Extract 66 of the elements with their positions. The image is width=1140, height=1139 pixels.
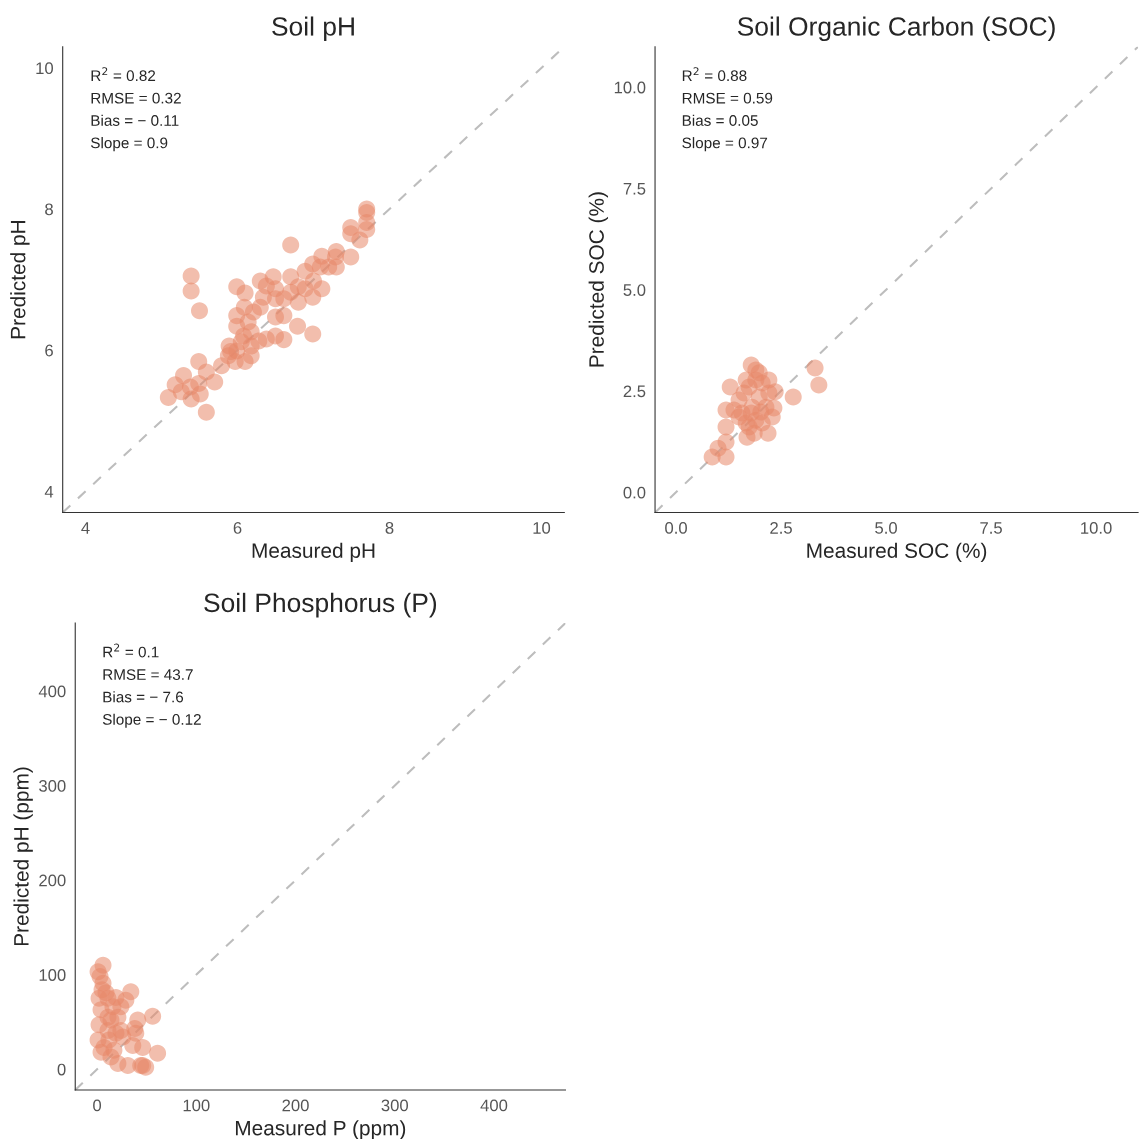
x-tick-label: 0 (93, 1099, 102, 1112)
y-tick-label: 7.5 (623, 183, 646, 195)
point (134, 1038, 152, 1056)
x-axis-title: Measured SOC (%) (807, 542, 987, 563)
x-axis-title: Measured pH (252, 542, 375, 563)
y-tick-label: 10 (36, 62, 54, 75)
point (760, 384, 778, 402)
annotation: RMSE = 0.59 (682, 92, 773, 104)
point (95, 1038, 113, 1056)
y-tick-label: 2.5 (623, 385, 646, 398)
point (752, 403, 770, 421)
point (721, 378, 739, 396)
annotation: RMSE = 0.32 (91, 92, 181, 104)
y-tick-label: 8 (45, 203, 53, 216)
point (806, 359, 824, 377)
y-axis-title: Predicted pH (ppm) (13, 767, 33, 946)
annotation: R$^{2}$ = 0.82 (91, 67, 156, 82)
y-tick-label: 0.0 (623, 486, 646, 499)
point (717, 433, 735, 451)
y-tick-label: 10.0 (614, 81, 646, 94)
y-tick-label: 4 (44, 485, 54, 498)
annotation: R$^{2}$ = 0.88 (682, 67, 747, 82)
chart-title: Soil Phosphorus (P) (204, 592, 437, 618)
point (149, 1044, 167, 1062)
annotation: Slope = − 0.12 (102, 713, 201, 728)
point (810, 376, 828, 394)
x-tick-label: 7.5 (980, 522, 1002, 534)
point (144, 1007, 162, 1025)
x-tick-label: 10 (533, 522, 551, 534)
point (107, 1024, 125, 1042)
y-tick-label: 6 (45, 344, 53, 357)
annotation: Bias = − 0.11 (91, 114, 179, 126)
point (784, 388, 802, 406)
x-tick-label: 10.0 (1081, 522, 1112, 534)
annotation: Slope = 0.9 (90, 137, 168, 152)
chart-title: Soil pH (272, 16, 354, 42)
point (737, 371, 755, 389)
x-tick-label: 200 (282, 1099, 309, 1112)
y-tick-label: 300 (39, 780, 66, 792)
x-tick-label: 8 (385, 522, 394, 534)
point (97, 984, 115, 1002)
y-axis-title: Predicted SOC (%) (588, 192, 609, 367)
annotation: RMSE = 43.7 (103, 669, 193, 681)
y-tick-label: 0 (57, 1063, 66, 1076)
annotation: Bias = 0.05 (682, 114, 758, 126)
y-tick-label: 5.0 (623, 284, 646, 296)
point (745, 424, 763, 442)
y-tick-label: 200 (39, 874, 66, 887)
x-tick-label: 100 (183, 1099, 210, 1112)
x-tick-label: 0.0 (665, 522, 687, 534)
y-tick-label: 400 (38, 685, 66, 698)
point (717, 448, 735, 466)
annotation: Bias = − 7.6 (103, 691, 184, 703)
x-tick-label: 5.0 (875, 522, 897, 534)
x-tick-label: 6 (233, 522, 242, 534)
x-tick-label: 400 (480, 1099, 508, 1112)
x-tick-label: 4 (81, 522, 90, 534)
x-axis-title: Measured P (ppm) (235, 1120, 406, 1139)
chart-title: Soil Organic Carbon (SOC) (737, 16, 1055, 42)
y-axis-title: Predicted pH (10, 221, 30, 339)
annotation: Slope = 0.97 (682, 137, 768, 152)
annotation: R$^{2}$ = 0.1 (103, 643, 159, 658)
x-tick-label: 300 (381, 1099, 409, 1112)
point (717, 418, 735, 436)
y-tick-label: 100 (39, 969, 66, 981)
x-tick-label: 2.5 (770, 522, 792, 534)
